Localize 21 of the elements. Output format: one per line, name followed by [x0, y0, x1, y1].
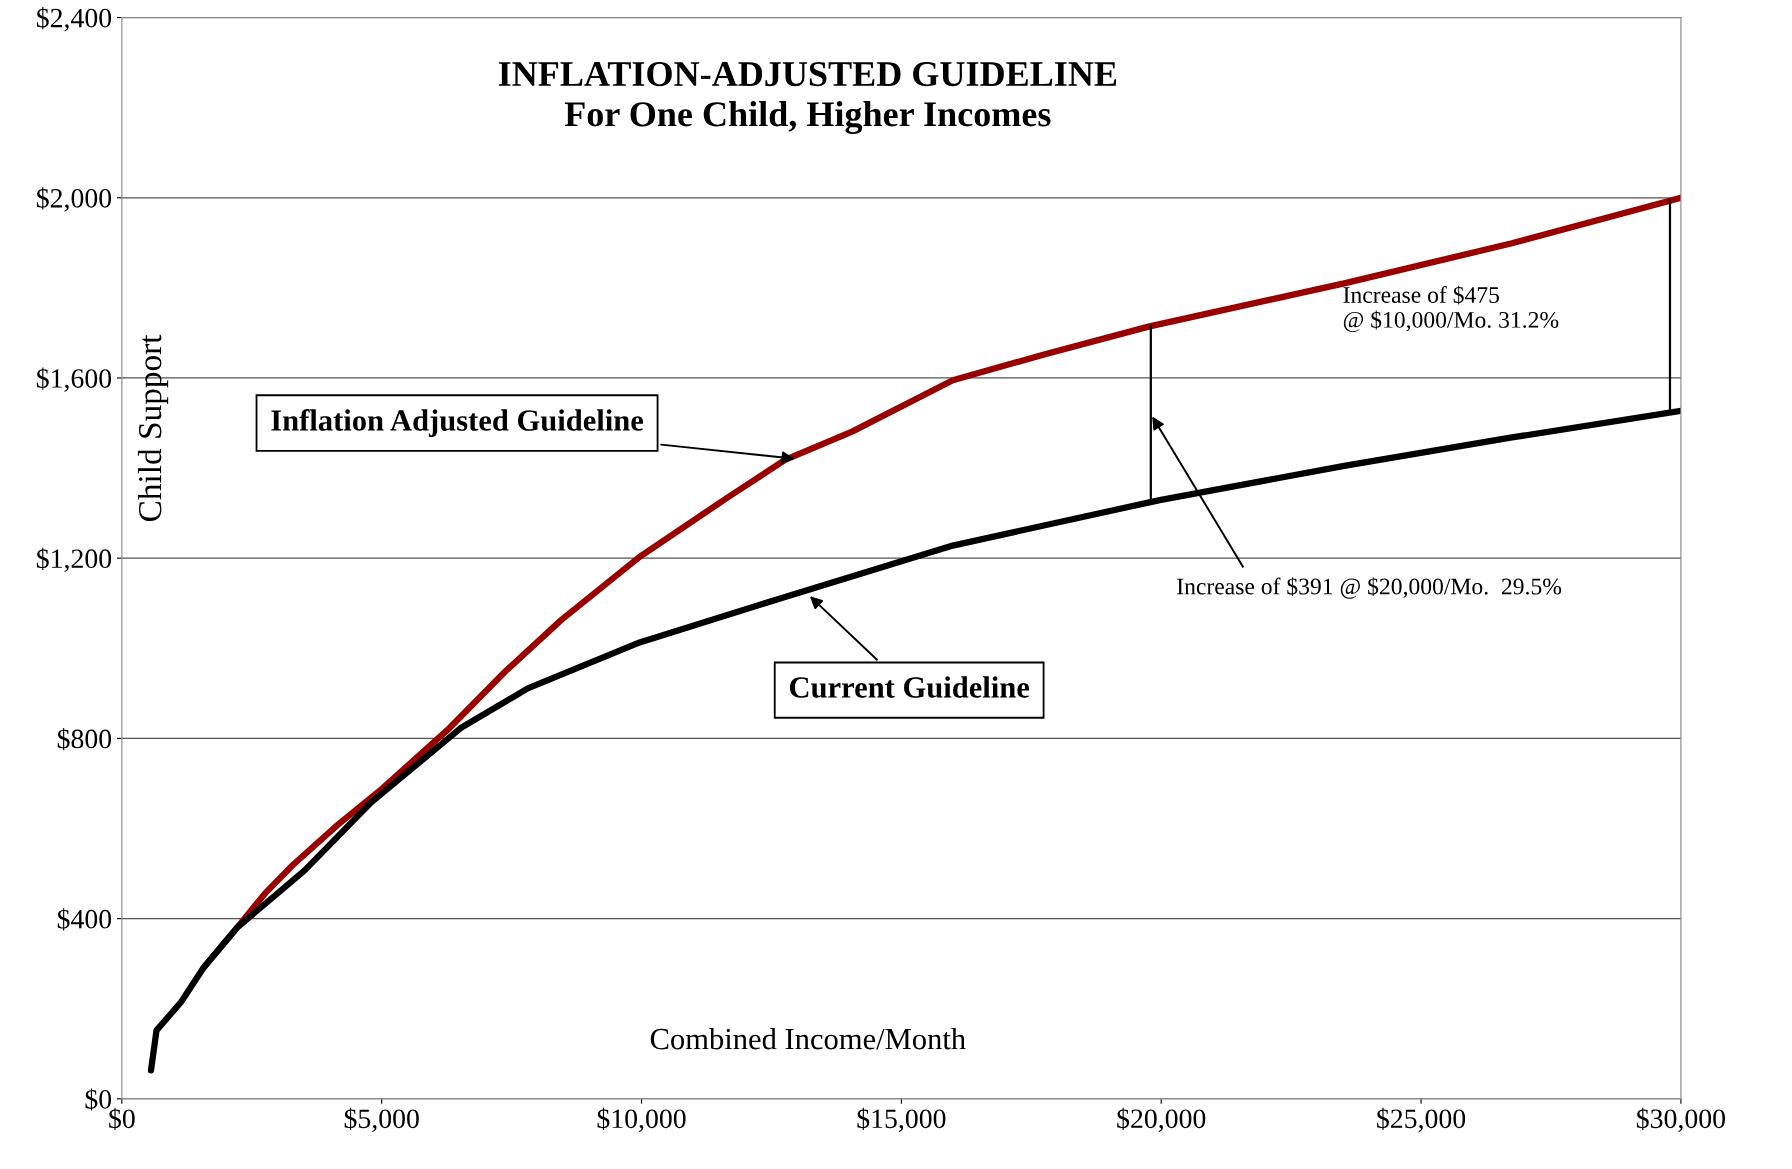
y-axis-title: Child Support: [137, 334, 169, 522]
y-tick-label: $0: [85, 1088, 112, 1111]
x-tick-label: $5,000: [344, 1107, 419, 1133]
y-tick-label: $1,600: [36, 367, 112, 392]
y-tick-label: $2,000: [36, 187, 112, 212]
annotation: Increase of $475 @ $10,000/Mo. 31.2%: [1343, 285, 1559, 333]
x-tick-label: $20,000: [1117, 1107, 1206, 1133]
annotation: Inflation Adjusted Guideline: [271, 409, 644, 438]
x-axis-title: Combined Income/Month: [650, 1027, 966, 1050]
annotation: Current Guideline: [789, 676, 1030, 698]
y-tick-label: $1,200: [36, 547, 112, 573]
text: INFLATION-ADJUSTED GUIDELINE For One Child, Higher Incomes: [498, 61, 1117, 135]
y-tick-label: $2,400: [36, 7, 112, 32]
x-tick-label: $10,000: [597, 1107, 686, 1133]
x-tick-label: $25,000: [1377, 1107, 1466, 1133]
y-tick-label: $800: [57, 727, 112, 751]
x-tick-label: $15,000: [857, 1107, 946, 1133]
x-tick-label: $0: [109, 1107, 135, 1130]
x-tick-label: $30,000: [1636, 1107, 1725, 1133]
y-tick-label: $400: [57, 908, 112, 931]
annotation: Increase of $391 @ $20,000/Mo. 29.5%: [1177, 577, 1562, 599]
